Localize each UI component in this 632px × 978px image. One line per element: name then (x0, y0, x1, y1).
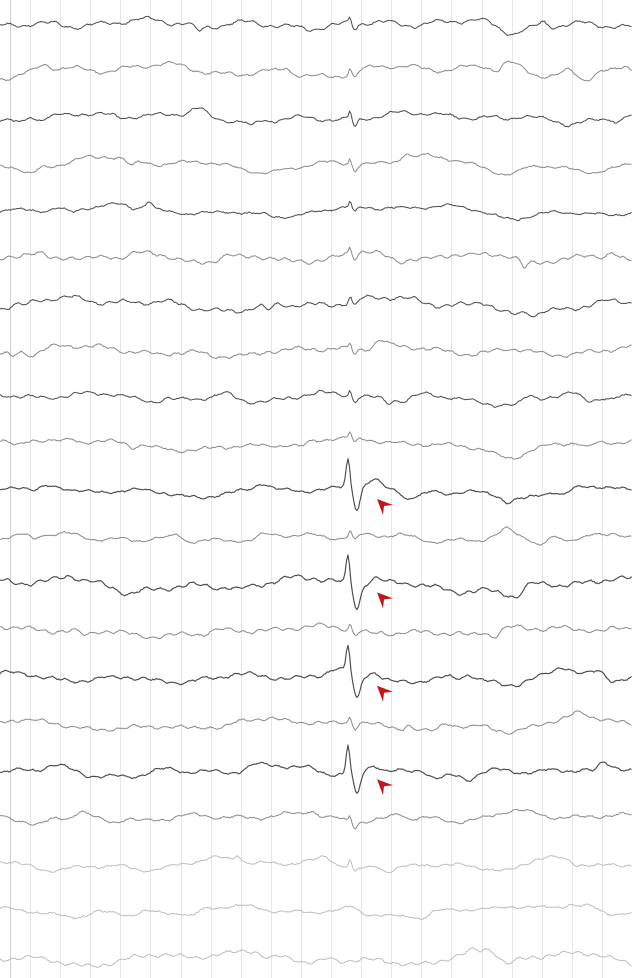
eeg-channel-trace (0, 903, 632, 920)
arrowhead-icon (377, 685, 393, 702)
eeg-channel-trace (0, 458, 632, 512)
eeg-channel-trace (0, 526, 632, 546)
eeg-channel-trace (0, 554, 632, 611)
eeg-channel-trace (0, 744, 632, 794)
eeg-channel-trace (0, 808, 632, 830)
eeg-channel-trace (0, 855, 632, 874)
eeg-channel-trace (0, 644, 632, 698)
eeg-channel-trace (0, 431, 632, 460)
eeg-channel-trace (0, 339, 632, 360)
time-grid (10, 0, 603, 978)
eeg-channels (0, 15, 632, 969)
eeg-channel-trace (0, 60, 632, 82)
eeg-channel-trace (0, 152, 632, 176)
eeg-channel-trace (0, 200, 632, 222)
eeg-channel-trace (0, 947, 632, 969)
eeg-channel-trace (0, 246, 632, 269)
eeg-channel-trace (0, 15, 632, 36)
eeg-channel-trace (0, 622, 632, 640)
eeg-channel-trace (0, 294, 632, 318)
eeg-channel-trace (0, 107, 632, 128)
arrowhead-icon (377, 499, 393, 515)
spike-markers (377, 499, 393, 796)
eeg-channel-trace (0, 389, 632, 408)
eeg-channel-trace (0, 710, 632, 735)
arrowhead-icon (377, 779, 393, 796)
arrowhead-icon (377, 592, 393, 609)
